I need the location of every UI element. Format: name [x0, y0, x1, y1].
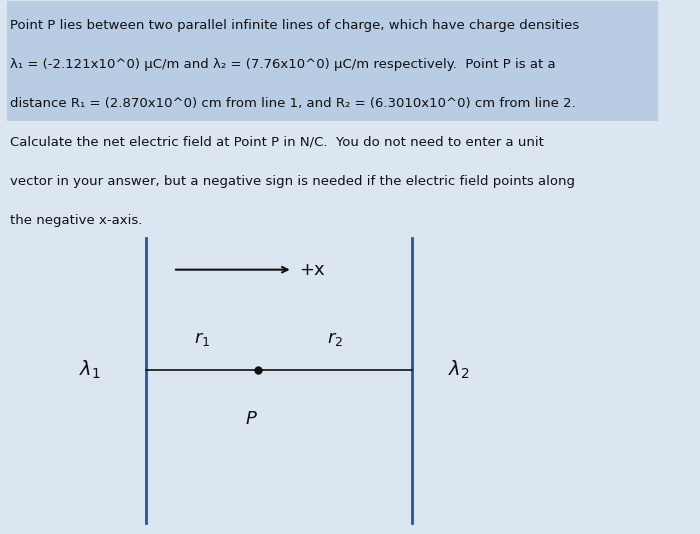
FancyBboxPatch shape — [7, 79, 659, 121]
Text: $\lambda_2$: $\lambda_2$ — [448, 359, 470, 381]
Text: Calculate the net electric field at Point P in N/C.  You do not need to enter a : Calculate the net electric field at Poin… — [10, 136, 544, 148]
Text: P: P — [246, 410, 257, 428]
FancyBboxPatch shape — [7, 1, 659, 43]
Text: $r_2$: $r_2$ — [327, 331, 343, 348]
Text: vector in your answer, but a negative sign is needed if the electric field point: vector in your answer, but a negative si… — [10, 175, 575, 187]
Text: $\lambda_1$: $\lambda_1$ — [79, 359, 101, 381]
FancyBboxPatch shape — [7, 40, 659, 82]
Text: +x: +x — [300, 261, 325, 279]
Text: $r_1$: $r_1$ — [194, 331, 210, 348]
Text: Point P lies between two parallel infinite lines of charge, which have charge de: Point P lies between two parallel infini… — [10, 19, 579, 32]
Text: λ₁ = (-2.121x10^0) μC/m and λ₂ = (7.76x10^0) μC/m respectively.  Point P is at a: λ₁ = (-2.121x10^0) μC/m and λ₂ = (7.76x1… — [10, 58, 556, 70]
Text: the negative x-axis.: the negative x-axis. — [10, 214, 142, 226]
Text: distance R₁ = (2.870x10^0) cm from line 1, and R₂ = (6.3010x10^0) cm from line 2: distance R₁ = (2.870x10^0) cm from line … — [10, 97, 575, 109]
